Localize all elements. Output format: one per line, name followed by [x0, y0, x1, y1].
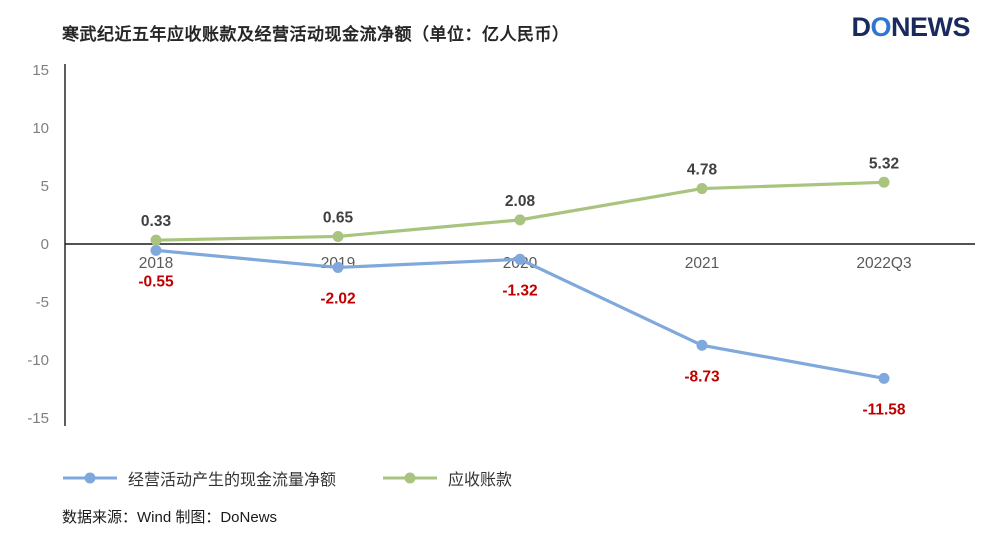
legend-label-accounts-receivable: 应收账款: [448, 472, 513, 489]
y-tick-label: -5: [36, 294, 49, 311]
logo-letters-news: NEWS: [891, 12, 971, 42]
accounts-receivable-point: [696, 183, 708, 195]
cashflow-line-marker-icon: [63, 472, 117, 484]
source-note: 数据来源：Wind 制图：DoNews: [62, 509, 278, 526]
operating-cashflow-value-label: -1.32: [502, 282, 537, 299]
accounts-receivable-line: [154, 180, 886, 242]
accounts-receivable-point: [150, 234, 162, 246]
operating-cashflow-value-label: -2.02: [320, 290, 355, 307]
accounts-receivable-point: [878, 176, 890, 188]
accounts-receivable-value-label: 0.33: [141, 213, 172, 230]
chart-title: 寒武纪近五年应收账款及经营活动现金流净额（单位：亿人民币）: [62, 25, 570, 44]
operating-cashflow-value-label: -8.73: [684, 368, 720, 385]
y-tick-label: 5: [41, 178, 49, 195]
accounts-receivable-value-label: 4.78: [687, 162, 718, 179]
y-tick-label: 10: [32, 120, 49, 137]
accounts-receivable-point: [332, 230, 344, 242]
y-tick-label: 15: [32, 62, 49, 79]
logo-letter-o: O: [870, 12, 891, 42]
legend-item-accounts-receivable: 应收账款: [382, 466, 512, 490]
receivable-line-marker-icon: [383, 472, 438, 484]
donews-logo: DONEWS: [851, 12, 970, 43]
operating-cashflow-value-label: -0.55: [138, 273, 174, 290]
accounts-receivable-value-label: 2.08: [505, 193, 536, 210]
legend-label-operating-cashflow: 经营活动产生的现金流量净额: [128, 472, 337, 489]
operating-cashflow-point: [332, 261, 344, 273]
y-tick-label: 0: [41, 236, 49, 253]
operating-cashflow-point: [696, 339, 708, 351]
logo-letter-d: D: [851, 12, 871, 42]
legend-item-operating-cashflow: 经营活动产生的现金流量净额: [62, 466, 336, 490]
accounts-receivable-point: [514, 214, 526, 226]
y-tick-label: -10: [27, 352, 49, 369]
operating-cashflow-value-label: -11.58: [862, 401, 905, 418]
accounts-receivable-value-label: 5.32: [869, 155, 899, 172]
x-axis-label: 2022Q3: [856, 255, 911, 272]
x-axis-label: 2018: [139, 255, 173, 272]
y-tick-label: -15: [27, 410, 49, 427]
accounts-receivable-value-label: 0.65: [323, 209, 354, 226]
operating-cashflow-point: [878, 372, 890, 384]
chart-legend: 经营活动产生的现金流量净额 应收账款: [62, 466, 512, 490]
operating-cashflow-point: [150, 244, 162, 256]
x-axis-label: 2021: [685, 255, 719, 272]
operating-cashflow-point: [514, 253, 526, 265]
